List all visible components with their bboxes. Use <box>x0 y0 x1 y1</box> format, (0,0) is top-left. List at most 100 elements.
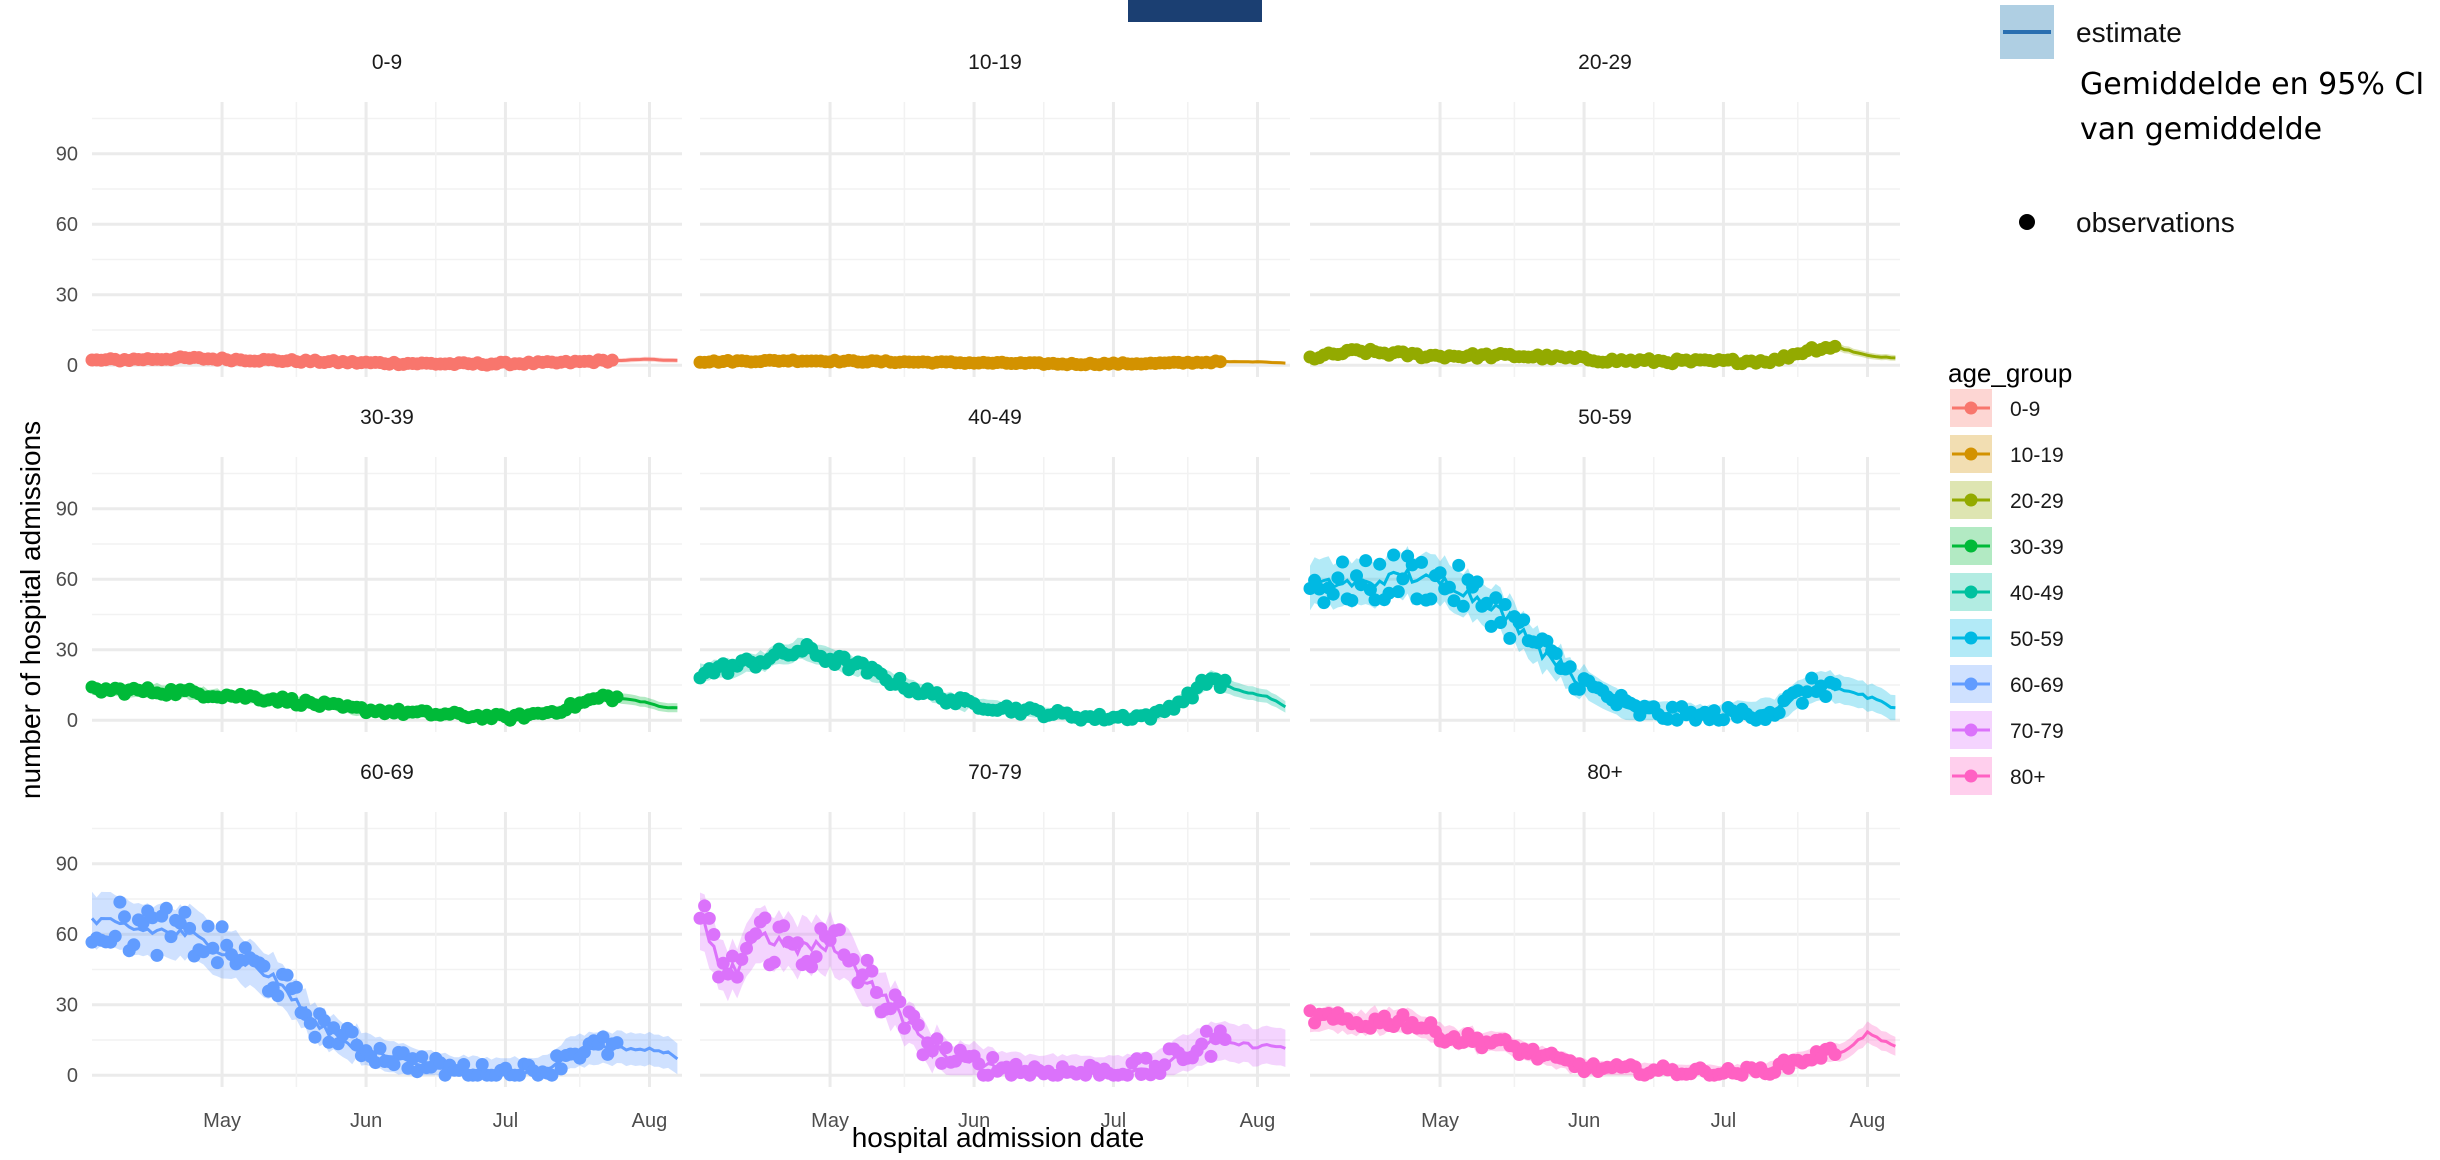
legend-key-dot <box>1964 631 1978 645</box>
observation-point <box>1317 596 1331 610</box>
observation-point <box>1079 1068 1093 1082</box>
observation-point <box>317 1014 331 1027</box>
observation-point <box>897 1021 911 1035</box>
observation-points <box>1303 548 1842 727</box>
facet-title: 70-79 <box>968 761 1022 784</box>
observation-point <box>735 952 749 966</box>
observation-point <box>837 650 851 664</box>
observation-point <box>303 1016 317 1030</box>
observation-point <box>1563 660 1577 674</box>
y-tick-label: 90 <box>56 144 78 166</box>
observation-point <box>1345 594 1359 607</box>
observation-point <box>271 989 285 1003</box>
observation-point <box>257 959 271 973</box>
observation-points <box>85 895 624 1082</box>
observation-point <box>164 930 178 944</box>
legend-item-80+: 80+ <box>1950 757 2046 795</box>
x-tick-label: Jun <box>1568 1110 1600 1132</box>
observation-point <box>930 1032 944 1046</box>
observation-points <box>85 680 624 727</box>
observation-point <box>1387 548 1401 562</box>
panel-30-39: 30-39 0 30 60 90 <box>56 406 682 732</box>
legend-key-dot <box>1964 401 1978 415</box>
observations-label: observations <box>2076 207 2235 238</box>
y-tick-label: 90 <box>56 854 78 876</box>
observation-point <box>767 955 781 969</box>
observation-point <box>373 1041 387 1055</box>
observation-point <box>893 671 907 685</box>
observation-point <box>925 1044 939 1058</box>
y-tick-label: 60 <box>56 924 78 946</box>
y-tick-label: 30 <box>56 640 78 662</box>
observation-point <box>1517 613 1531 627</box>
observation-point <box>1828 339 1842 353</box>
legend-item-0-9: 0-9 <box>1950 389 2040 427</box>
observation-point <box>832 923 846 937</box>
observation-point <box>809 950 823 964</box>
observation-point <box>805 960 818 974</box>
observation-point <box>730 970 744 984</box>
ci-note-line1: Gemiddelde en 95% CI <box>2080 67 2424 102</box>
legend-label: 70-79 <box>2010 720 2064 743</box>
y-tick-label: 60 <box>56 214 78 236</box>
observation-point <box>471 1068 485 1082</box>
legend-key-dot <box>1964 539 1978 553</box>
legend-item-30-39: 30-39 <box>1950 527 2064 565</box>
observation-point <box>1336 555 1349 569</box>
panel-grid <box>92 457 682 732</box>
x-tick-label: May <box>1421 1110 1459 1132</box>
observation-point <box>605 353 619 367</box>
observation-point <box>972 1057 986 1071</box>
observation-point <box>707 928 721 941</box>
panel-60-69: 60-69 0 30 60 90 May Jun Jul Aug <box>56 761 682 1132</box>
observation-point <box>1139 1051 1153 1065</box>
legend-item-70-79: 70-79 <box>1950 711 2064 749</box>
observation-point <box>201 919 215 933</box>
x-axis-title: hospital admission date <box>852 1122 1145 1153</box>
observation-point <box>939 1041 953 1055</box>
panel-50-59: 50-59 <box>1303 406 1900 732</box>
observation-point <box>1195 1037 1209 1051</box>
observation-point <box>280 968 294 982</box>
observation-points <box>85 350 619 372</box>
observation-point <box>1120 1068 1134 1082</box>
facet-title: 50-59 <box>1578 406 1632 429</box>
observation-point <box>415 1050 429 1064</box>
observation-point <box>475 1058 489 1071</box>
y-tick-label: 0 <box>67 710 78 732</box>
observation-point <box>1805 671 1819 685</box>
legend-label: 30-39 <box>2010 536 2064 559</box>
legend-label: 20-29 <box>2010 490 2064 513</box>
x-tick-label: Jun <box>350 1110 382 1132</box>
legend-key-dot <box>1964 769 1978 783</box>
ci-band <box>1310 1005 1896 1076</box>
panel-70-79: 70-79 May Jun Jul Aug <box>693 761 1290 1132</box>
ci-band <box>92 891 678 1076</box>
legend-label: 80+ <box>2010 766 2046 789</box>
observation-point <box>870 986 883 999</box>
observation-point <box>693 911 707 925</box>
legend-key-dot <box>1964 677 1978 691</box>
observation-point <box>289 980 303 994</box>
panel-40-49: 40-49 <box>693 406 1290 732</box>
observation-point <box>1363 583 1377 597</box>
panel-grid <box>700 102 1290 377</box>
observation-point <box>1470 575 1484 589</box>
panel-0-9: 0-9 0 30 60 90 <box>56 51 682 377</box>
legend-title: age_group <box>1948 358 2072 388</box>
legend-key-dot <box>1964 447 1978 461</box>
legend-label: 40-49 <box>2010 582 2064 605</box>
observation-point <box>1424 592 1438 606</box>
legend-label: 0-9 <box>2010 398 2040 421</box>
observation-point <box>698 899 712 913</box>
observation-point <box>702 911 716 925</box>
observation-point <box>345 1025 359 1039</box>
y-tick-label: 90 <box>56 499 78 521</box>
observation-point <box>550 1049 564 1063</box>
observation-point <box>210 956 224 970</box>
y-tick-label: 30 <box>56 285 78 307</box>
observation-point <box>1494 616 1507 629</box>
observation-point <box>512 1068 526 1082</box>
observation-point <box>1326 587 1340 601</box>
